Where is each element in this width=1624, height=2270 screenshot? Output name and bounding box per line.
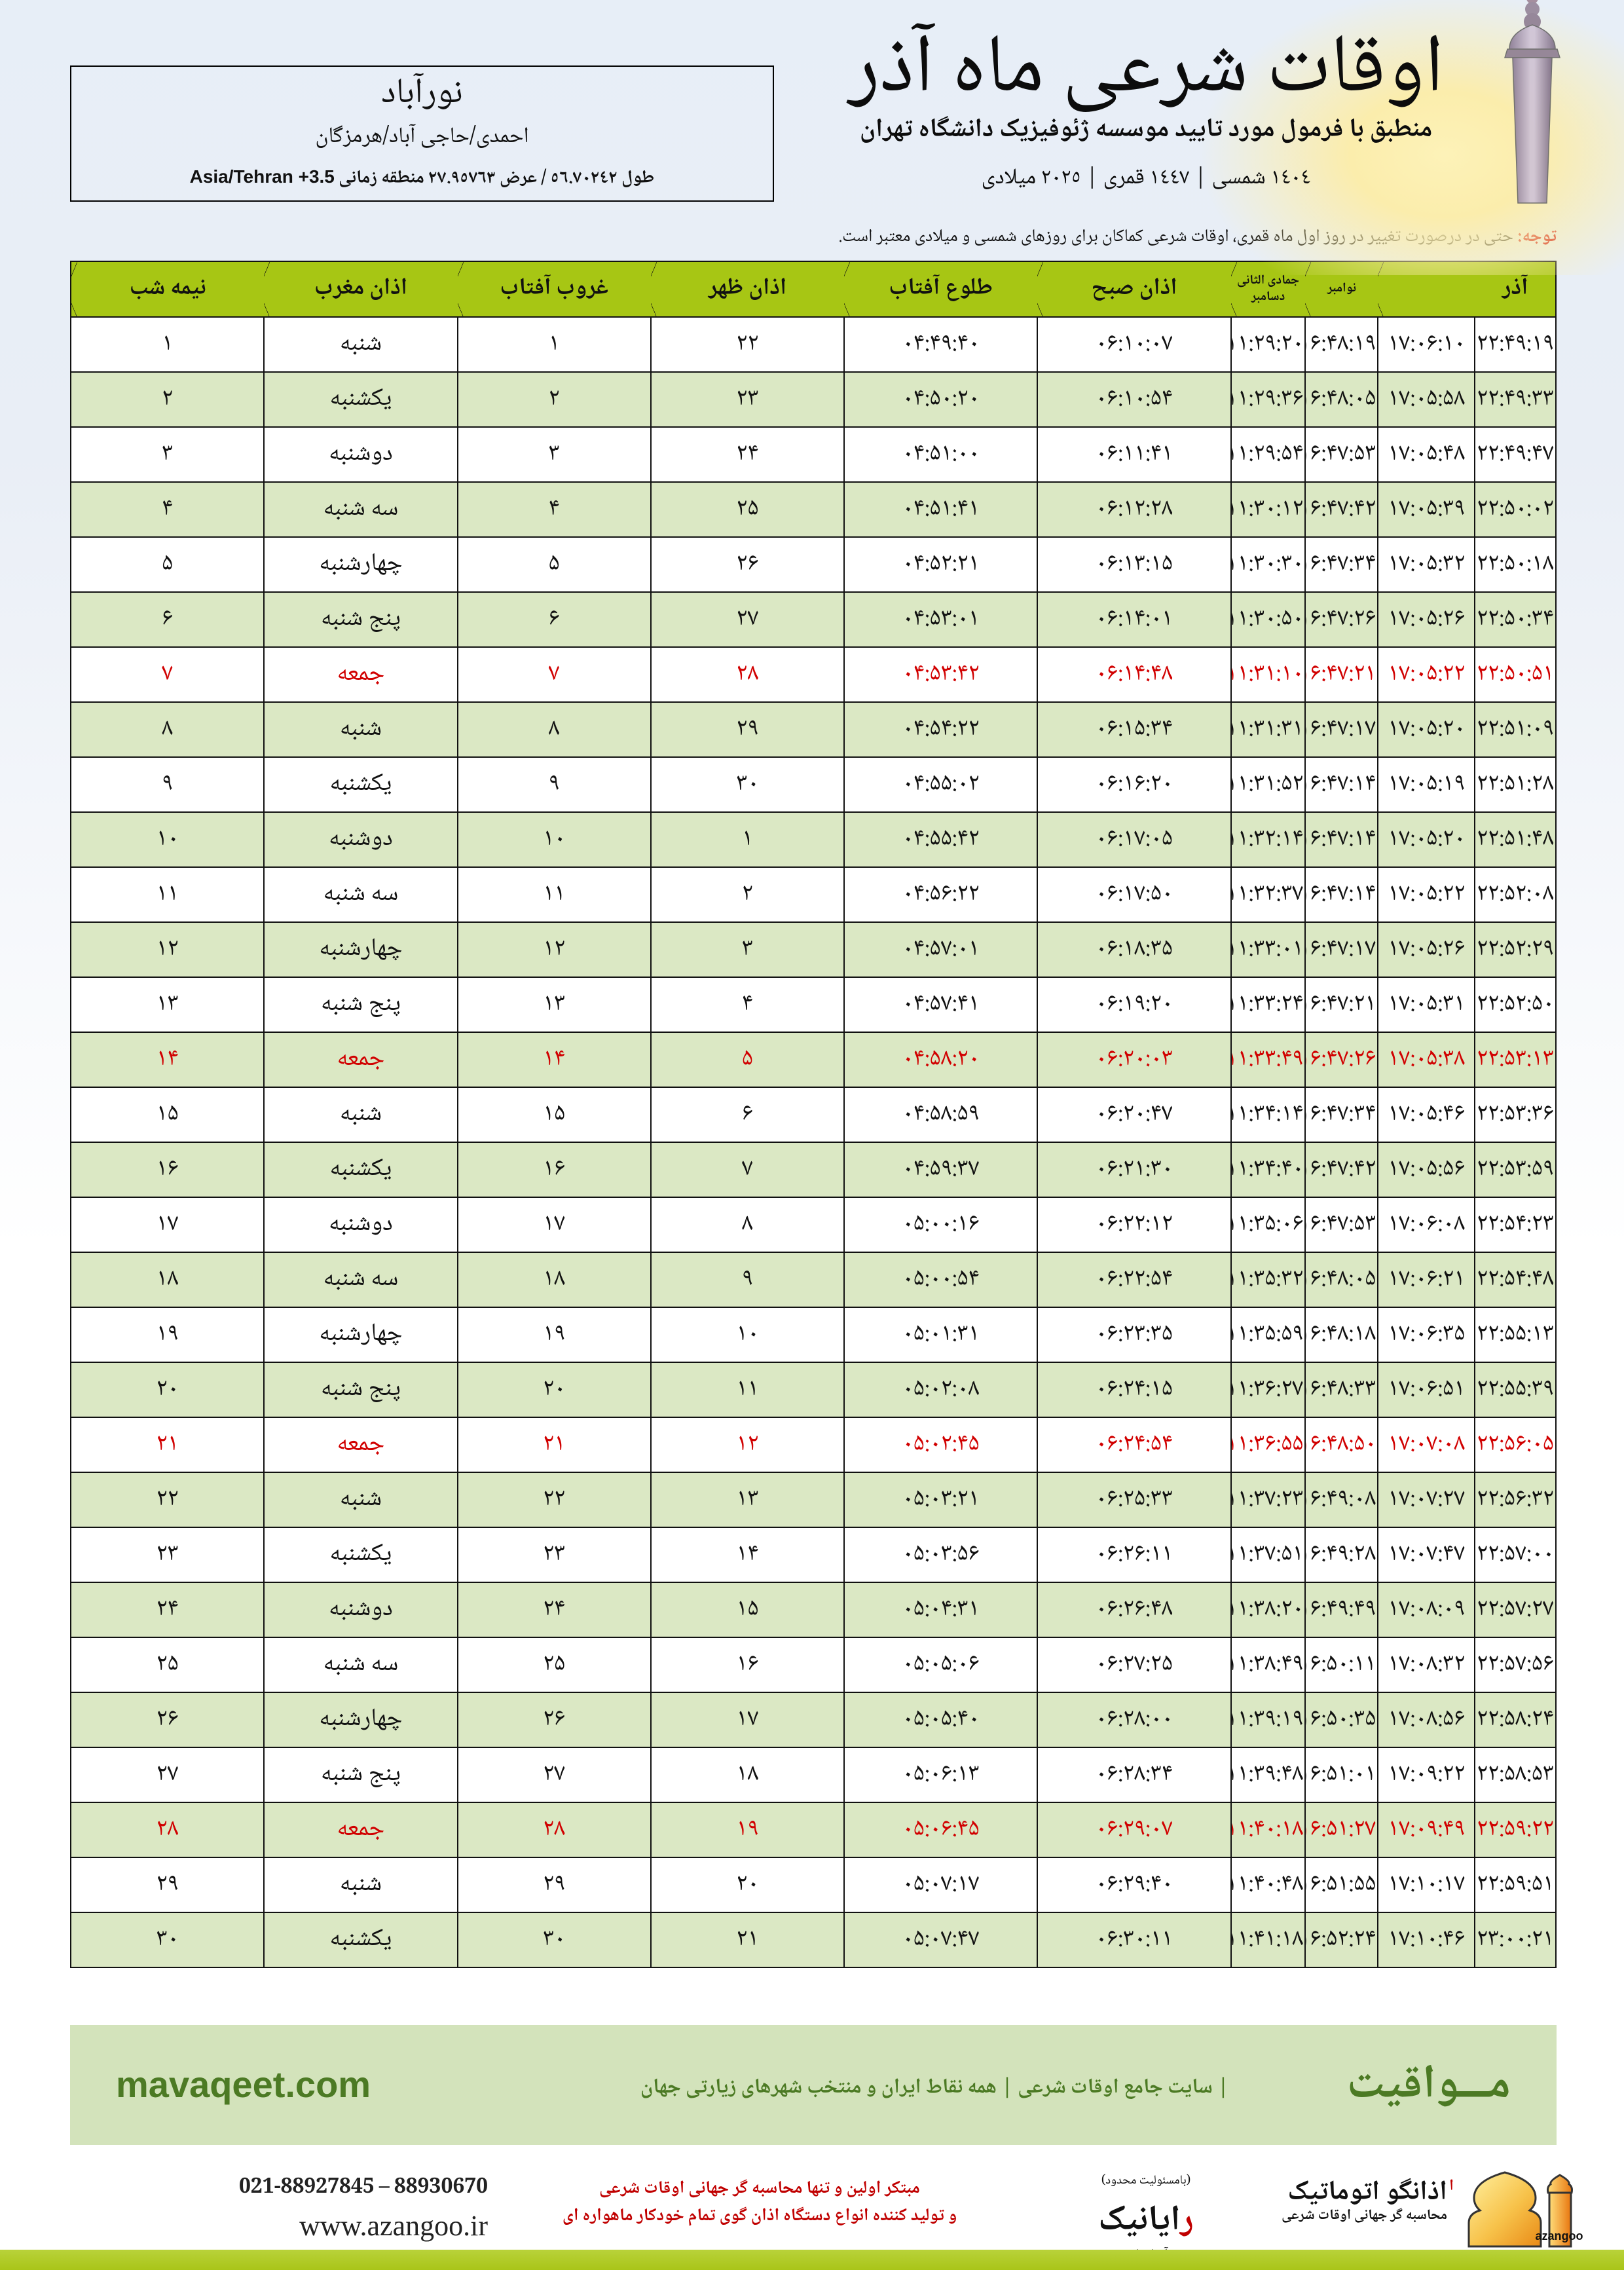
svg-text:ا: ا bbox=[1449, 2174, 1454, 2201]
svg-text:محاسبه گر جهانی اوقات شرعی: محاسبه گر جهانی اوقات شرعی bbox=[1282, 2203, 1447, 2228]
svg-text:azangoo: azangoo bbox=[1535, 2229, 1583, 2242]
